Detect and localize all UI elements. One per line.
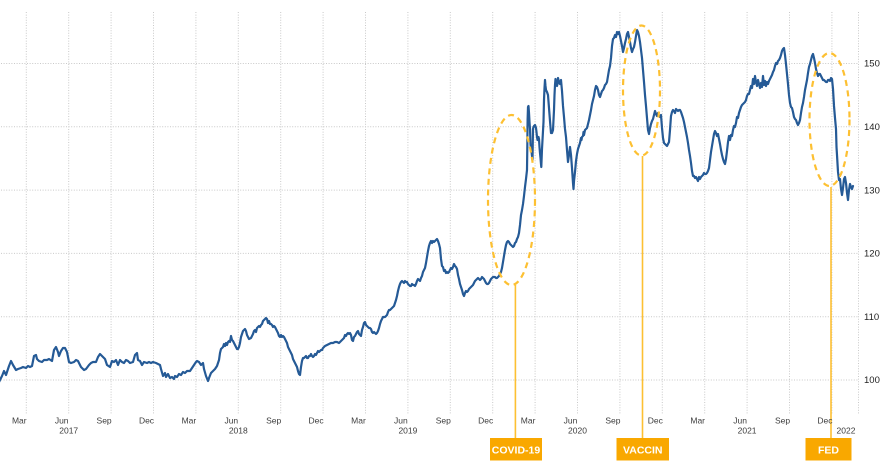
svg-text:Sep: Sep bbox=[97, 416, 112, 426]
svg-text:150: 150 bbox=[864, 59, 880, 70]
svg-text:Sep: Sep bbox=[775, 416, 790, 426]
svg-text:140: 140 bbox=[864, 122, 880, 133]
svg-text:130: 130 bbox=[864, 185, 880, 196]
svg-text:Sep: Sep bbox=[436, 416, 451, 426]
svg-text:110: 110 bbox=[864, 312, 879, 323]
svg-text:2021: 2021 bbox=[738, 426, 757, 436]
svg-text:VACCIN: VACCIN bbox=[623, 445, 662, 457]
svg-text:2018: 2018 bbox=[229, 426, 248, 436]
svg-text:2017: 2017 bbox=[59, 426, 78, 436]
svg-text:Sep: Sep bbox=[605, 416, 620, 426]
svg-text:2019: 2019 bbox=[398, 426, 417, 436]
svg-text:Mar: Mar bbox=[690, 416, 705, 426]
svg-text:Dec: Dec bbox=[648, 416, 664, 426]
svg-text:Jun: Jun bbox=[55, 416, 69, 426]
svg-text:Mar: Mar bbox=[12, 416, 27, 426]
svg-text:Dec: Dec bbox=[309, 416, 325, 426]
svg-text:FED: FED bbox=[818, 445, 839, 457]
svg-text:Jun: Jun bbox=[394, 416, 408, 426]
svg-text:Jun: Jun bbox=[224, 416, 238, 426]
svg-text:100: 100 bbox=[864, 375, 880, 386]
svg-text:Jun: Jun bbox=[733, 416, 747, 426]
svg-text:Jun: Jun bbox=[564, 416, 578, 426]
svg-text:Mar: Mar bbox=[521, 416, 536, 426]
svg-text:Mar: Mar bbox=[182, 416, 197, 426]
svg-text:Dec: Dec bbox=[139, 416, 155, 426]
svg-text:Dec: Dec bbox=[478, 416, 494, 426]
svg-text:COVID-19: COVID-19 bbox=[492, 445, 541, 457]
svg-text:120: 120 bbox=[864, 249, 880, 260]
svg-text:2022: 2022 bbox=[837, 426, 856, 436]
svg-text:2020: 2020 bbox=[568, 426, 587, 436]
svg-text:Dec: Dec bbox=[817, 416, 833, 426]
svg-text:Sep: Sep bbox=[266, 416, 281, 426]
svg-text:Mar: Mar bbox=[351, 416, 366, 426]
